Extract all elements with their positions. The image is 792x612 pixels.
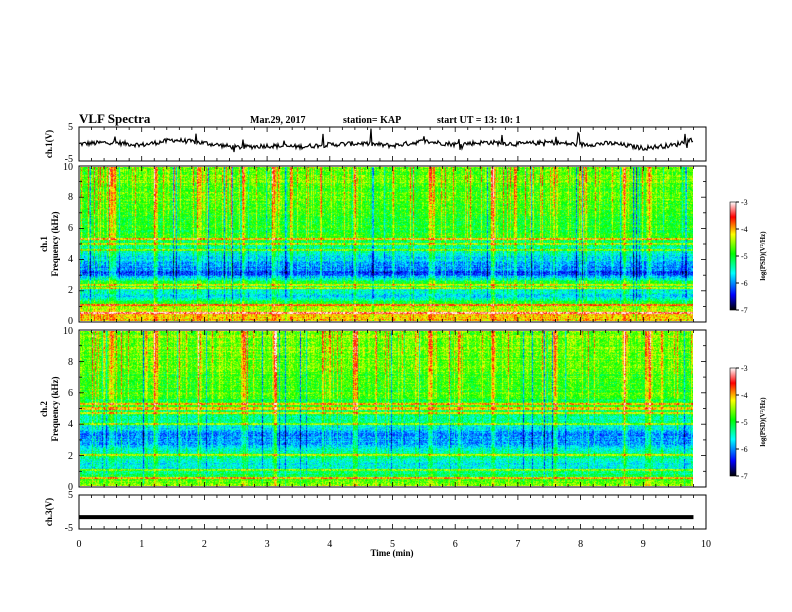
ch2-spectrogram-ticks xyxy=(78,329,707,488)
ch2-freq-tick-0: 0 xyxy=(68,482,73,493)
time-tick-label: 4 xyxy=(327,539,332,550)
ch1-ytick-top: 5 xyxy=(68,122,73,133)
ch3-voltage-panel: 5 -5 ch.3(V) xyxy=(44,490,707,534)
ch3-voltage-frame xyxy=(78,494,707,530)
ch1-spectrogram-panel: 0 2 4 6 8 10 ch.1 Frequency (kHz) xyxy=(39,162,707,327)
ch2-cb-tick-m3: -3 xyxy=(741,364,748,373)
ch2-colorbar-label: log(PSD)(V²/Hz) xyxy=(759,397,767,447)
ch1-spectrogram-image xyxy=(80,167,693,321)
ch1-colorbar: -3 -4 -5 -6 -7 log(PSD)(V²/Hz) xyxy=(729,198,767,315)
time-tick-label: 0 xyxy=(77,539,82,550)
ch2-cb-tick-m5: -5 xyxy=(741,418,748,427)
ch1-cb-tick-m7: -7 xyxy=(741,306,748,315)
ch2-freq-tick-6: 6 xyxy=(68,388,73,399)
ch2-cb-tick-m7: -7 xyxy=(741,472,748,481)
ch1-ytick-bottom: -5 xyxy=(65,154,73,165)
ch2-spectrogram-image xyxy=(80,331,693,486)
ch3-voltage-ylabel: ch.3(V) xyxy=(44,498,54,526)
time-axis-label: Time (min) xyxy=(370,548,413,558)
time-tick-label: 9 xyxy=(641,539,646,550)
time-tick-label: 7 xyxy=(515,539,520,550)
ch1-freq-tick-6: 6 xyxy=(68,223,73,234)
ch2-cb-tick-m4: -4 xyxy=(741,391,748,400)
ch1-voltage-ylabel: ch.1(V) xyxy=(44,130,54,158)
ch2-colorbar-ramp xyxy=(729,367,737,477)
ch1-spectrogram-ylabel-channel: ch.1 xyxy=(39,236,49,252)
ch2-freq-tick-2: 2 xyxy=(68,451,73,462)
ch3-ytick-top: 5 xyxy=(68,490,73,501)
time-axis-tick-labels: 0 1 2 3 4 5 6 7 8 9 10 xyxy=(77,539,712,550)
ch2-freq-tick-4: 4 xyxy=(68,419,73,430)
ch1-voltage-ticks xyxy=(78,127,707,161)
ch1-spectrogram-ylabel-frequency: Frequency (kHz) xyxy=(50,211,60,276)
ch1-voltage-trace xyxy=(79,128,694,153)
ch2-spectrogram-ylabel-channel: ch.2 xyxy=(39,401,49,417)
ch1-colorbar-ramp xyxy=(729,201,737,311)
ch2-freq-tick-10: 10 xyxy=(63,326,73,337)
time-tick-label: 1 xyxy=(139,539,144,550)
ch3-voltage-ticks xyxy=(78,495,707,529)
ch1-cb-tick-m3: -3 xyxy=(741,198,748,207)
ch1-freq-tick-0: 0 xyxy=(68,316,73,327)
ch1-colorbar-label: log(PSD)(V²/Hz) xyxy=(759,231,767,281)
station-label: station= KAP xyxy=(343,115,401,126)
ch1-freq-tick-2: 2 xyxy=(68,285,73,296)
ch1-cb-tick-m4: -4 xyxy=(741,225,748,234)
time-tick-label: 3 xyxy=(265,539,270,550)
start-time-label: start UT = 13: 10: 1 xyxy=(437,115,521,126)
ch1-voltage-panel: 5 -5 ch.1(V) xyxy=(44,122,707,165)
ch1-freq-tick-4: 4 xyxy=(68,254,73,265)
date-label: Mar.29, 2017 xyxy=(250,115,305,126)
ch3-ytick-bottom: -5 xyxy=(65,523,73,534)
ch1-cb-tick-m5: -5 xyxy=(741,252,748,261)
ch1-cb-tick-m6: -6 xyxy=(741,279,748,288)
ch2-spectrogram-ylabel-frequency: Frequency (kHz) xyxy=(50,376,60,441)
time-tick-label: 6 xyxy=(453,539,458,550)
ch2-spectrogram-panel: 0 2 4 6 8 10 ch.2 Frequency (kHz) xyxy=(39,326,707,493)
ch2-cb-tick-m6: -6 xyxy=(741,445,748,454)
time-tick-label: 5 xyxy=(390,539,395,550)
ch1-freq-tick-8: 8 xyxy=(68,192,73,203)
ch1-freq-tick-10: 10 xyxy=(63,162,73,173)
time-tick-label: 2 xyxy=(202,539,207,550)
figure-title: VLF Spectra xyxy=(79,111,151,126)
ch1-spectrogram-ticks xyxy=(78,165,707,323)
ch2-freq-tick-8: 8 xyxy=(68,357,73,368)
time-tick-label: 8 xyxy=(578,539,583,550)
time-tick-label: 10 xyxy=(701,539,711,550)
ch2-colorbar: -3 -4 -5 -6 -7 log(PSD)(V²/Hz) xyxy=(729,364,767,481)
